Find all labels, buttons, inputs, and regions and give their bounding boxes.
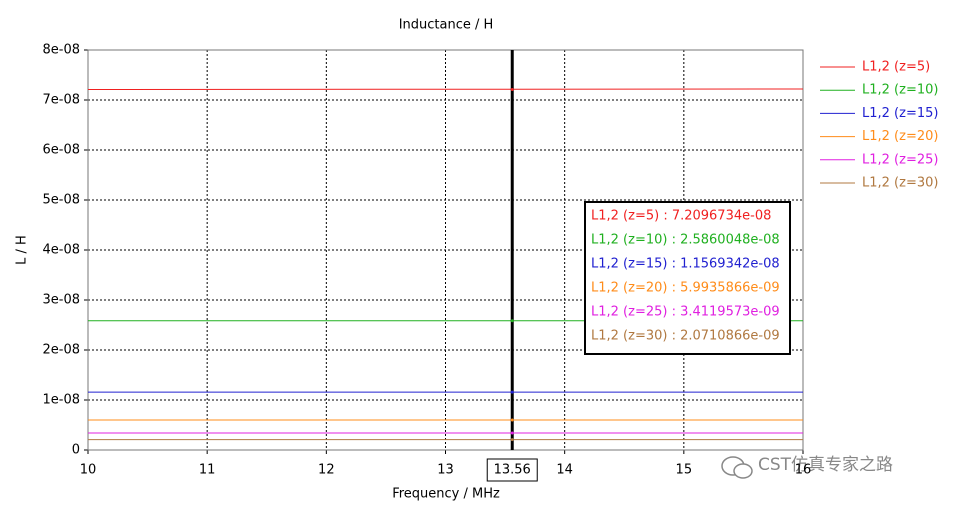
y-tick-label: 6e-08	[42, 143, 80, 158]
chart-title: Inductance / H	[399, 18, 494, 33]
x-tick-label: 16	[795, 463, 812, 478]
watermark: CST仿真专家之路	[758, 455, 893, 475]
x-tick-label: 10	[80, 463, 97, 478]
readout-box	[584, 201, 791, 355]
cursor-point	[510, 418, 514, 422]
cursor-point	[510, 438, 514, 442]
readout-label: L1,2 (z=20) : 5.9935866e-09	[591, 281, 780, 296]
y-tick-label: 3e-08	[42, 293, 80, 308]
y-tick-label: 5e-08	[42, 193, 80, 208]
cursor-label: 13.56	[494, 463, 531, 478]
x-tick-label: 11	[199, 463, 216, 478]
x-tick-label: 15	[676, 463, 693, 478]
readout-label: L1,2 (z=15) : 1.1569342e-08	[591, 257, 780, 272]
legend-label: L1,2 (z=25)	[862, 152, 938, 167]
y-tick-label: 0	[72, 443, 80, 458]
cursor-point	[510, 431, 514, 435]
y-tick-label: 7e-08	[42, 93, 80, 108]
cursor-point	[510, 88, 514, 92]
cursor-label-box	[486, 458, 538, 482]
y-tick-label: 8e-08	[42, 43, 80, 58]
readout-label: L1,2 (z=10) : 2.5860048e-08	[591, 233, 780, 248]
y-tick-label: 4e-08	[42, 243, 80, 258]
cursor-point	[510, 319, 514, 323]
watermark-icon	[721, 456, 753, 479]
plot-border	[87, 49, 804, 451]
legend-label: L1,2 (z=10)	[862, 83, 938, 98]
y-axis-title: L / H	[15, 235, 30, 265]
legend-label: L1,2 (z=5)	[862, 60, 930, 75]
legend-label: L1,2 (z=30)	[862, 176, 938, 191]
legend-label: L1,2 (z=15)	[862, 106, 938, 121]
x-tick-label: 12	[318, 463, 335, 478]
readout-label: L1,2 (z=25) : 3.4119573e-09	[591, 305, 780, 320]
x-axis-title: Frequency / MHz	[392, 487, 500, 502]
y-tick-label: 1e-08	[42, 393, 80, 408]
y-tick-label: 2e-08	[42, 343, 80, 358]
legend-label: L1,2 (z=20)	[862, 129, 938, 144]
series-line	[87, 88, 804, 90]
cursor-point	[510, 390, 514, 394]
readout-label: L1,2 (z=30) : 2.0710866e-09	[591, 329, 780, 344]
x-tick-label: 14	[556, 463, 573, 478]
readout-label: L1,2 (z=5) : 7.2096734e-08	[591, 209, 771, 224]
x-tick-label: 13	[437, 463, 454, 478]
